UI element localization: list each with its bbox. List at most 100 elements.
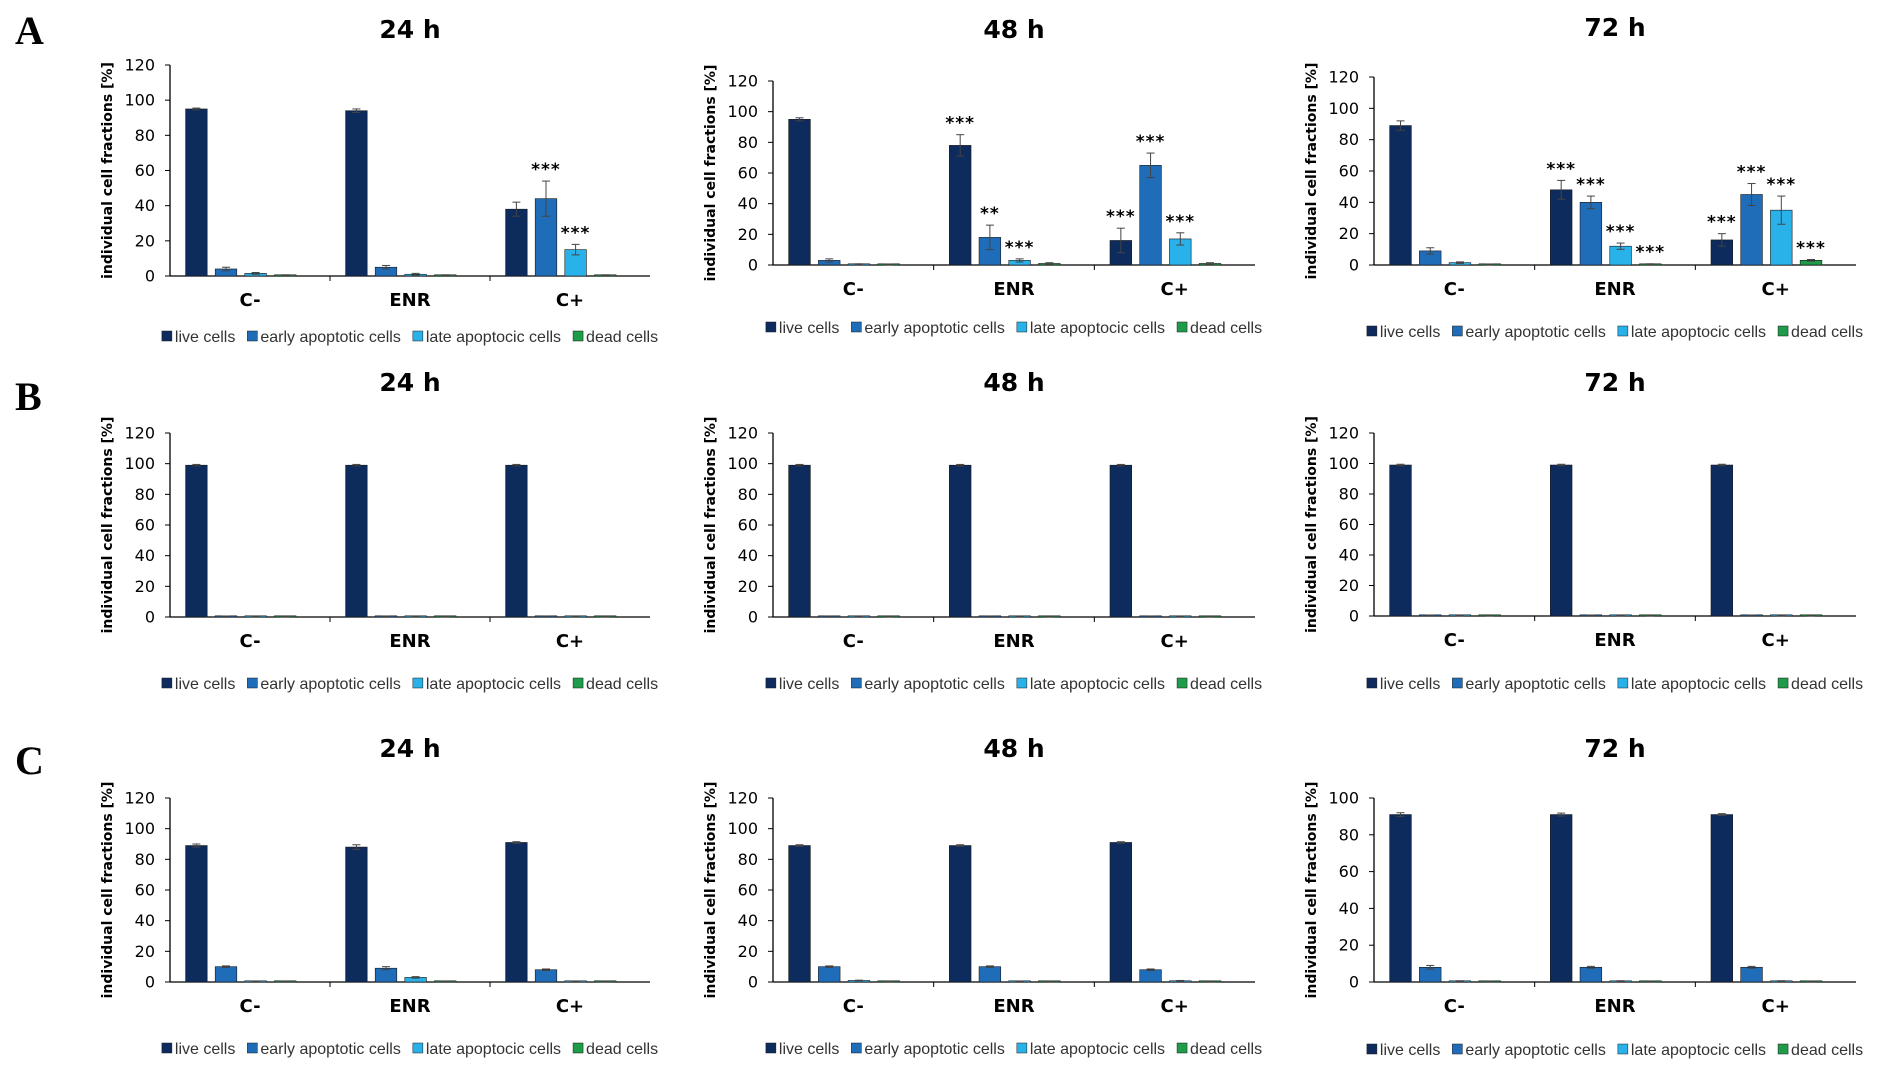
legend-swatch bbox=[412, 330, 424, 342]
y-tick-label: 0 bbox=[748, 256, 758, 275]
legend-label: early apoptotic cells bbox=[260, 1041, 401, 1058]
bar-early-apoptotic-cells bbox=[374, 967, 398, 983]
y-tick-label: 20 bbox=[738, 225, 758, 244]
legend-swatch bbox=[765, 321, 777, 333]
bar-live-cells bbox=[185, 108, 208, 277]
y-tick-label: 0 bbox=[1349, 973, 1359, 992]
y-tick-label: 40 bbox=[1339, 899, 1359, 918]
legend-label: early apoptotic cells bbox=[1465, 324, 1606, 341]
legend: live cells early apoptotic cells late apop… bbox=[765, 320, 1262, 337]
legend-label: early apoptotic cells bbox=[864, 320, 1005, 337]
x-category-label: ENR bbox=[389, 290, 430, 311]
legend-swatch bbox=[1617, 677, 1629, 689]
y-tick-label: 100 bbox=[727, 454, 758, 473]
chart-title: 24 h bbox=[379, 368, 440, 397]
bar-live-cells bbox=[505, 842, 528, 983]
y-tick-label: 60 bbox=[738, 881, 758, 900]
y-tick-label: 0 bbox=[748, 973, 758, 992]
legend-swatch bbox=[161, 330, 173, 342]
legend-label: dead cells bbox=[1791, 1042, 1863, 1059]
y-tick-label: 100 bbox=[1328, 789, 1359, 808]
legend-label: late apoptocic cells bbox=[1631, 324, 1766, 341]
legend-swatch bbox=[1617, 1043, 1629, 1055]
legend-label: late apoptocic cells bbox=[426, 676, 561, 693]
bar-live-cells bbox=[1550, 189, 1573, 266]
y-tick-label: 120 bbox=[727, 424, 758, 443]
bar-live-cells bbox=[949, 845, 972, 983]
y-axis-title: individual cell fractions [%] bbox=[1304, 782, 1320, 999]
y-tick-label: 20 bbox=[135, 942, 155, 961]
panel-letter-a: A bbox=[15, 8, 44, 53]
legend-swatch bbox=[161, 1042, 173, 1054]
legend-label: late apoptocic cells bbox=[1631, 1042, 1766, 1059]
legend-swatch bbox=[1777, 325, 1789, 337]
legend-label: late apoptocic cells bbox=[1030, 676, 1165, 693]
bar-early-apoptotic-cells bbox=[214, 966, 238, 983]
x-category-label: C+ bbox=[556, 631, 584, 652]
y-tick-label: 80 bbox=[1339, 825, 1359, 844]
bar-live-cells bbox=[185, 845, 208, 983]
y-tick-label: 0 bbox=[145, 608, 155, 627]
legend-swatch bbox=[1452, 325, 1463, 337]
significance-marker: *** bbox=[1707, 213, 1737, 233]
charts-grid: 24 h 0 20 40 60 80 100 120 individual cell fract… bbox=[100, 13, 1863, 1059]
bar-early-apoptotic-cells bbox=[1139, 165, 1162, 266]
y-tick-label: 100 bbox=[1328, 454, 1359, 473]
chart-b-48h: 48 h 0 20 40 60 80 100 120 individual cell fract… bbox=[703, 368, 1262, 693]
legend-label: early apoptotic cells bbox=[1465, 676, 1606, 693]
legend-swatch bbox=[572, 677, 584, 689]
bar-live-cells bbox=[1710, 464, 1733, 617]
y-tick-label: 80 bbox=[1339, 130, 1359, 149]
x-category-label: ENR bbox=[993, 996, 1034, 1017]
y-tick-label: 40 bbox=[738, 911, 758, 930]
bar-early-apoptotic-cells bbox=[1740, 966, 1763, 983]
significance-marker: *** bbox=[1576, 175, 1606, 195]
significance-marker: *** bbox=[1136, 132, 1166, 152]
bar-live-cells bbox=[345, 464, 368, 618]
significance-marker: *** bbox=[1106, 207, 1136, 227]
legend-label: dead cells bbox=[1190, 1041, 1262, 1058]
y-tick-label: 0 bbox=[1349, 607, 1359, 626]
chart-b-24h: 24 h 0 20 40 60 80 100 120 individual cell fract… bbox=[100, 368, 658, 693]
chart-title: 48 h bbox=[983, 368, 1044, 397]
legend-label: late apoptocic cells bbox=[1030, 1041, 1165, 1058]
y-tick-label: 40 bbox=[135, 196, 155, 215]
y-tick-label: 100 bbox=[124, 819, 155, 838]
bar-live-cells bbox=[345, 846, 368, 983]
legend-swatch bbox=[1176, 321, 1188, 333]
legend: live cells early apoptotic cells late apop… bbox=[1366, 1042, 1863, 1059]
legend-label: live cells bbox=[779, 676, 839, 693]
legend-label: dead cells bbox=[1791, 324, 1863, 341]
y-axis-title: individual cell fractions [%] bbox=[1304, 416, 1320, 633]
y-tick-label: 60 bbox=[1339, 515, 1359, 534]
legend-swatch bbox=[572, 330, 584, 342]
x-category-label: ENR bbox=[1594, 996, 1635, 1017]
x-category-label: C- bbox=[1444, 279, 1465, 300]
x-category-label: ENR bbox=[1594, 279, 1635, 300]
bar-early-apoptotic-cells bbox=[1579, 966, 1603, 983]
y-tick-label: 40 bbox=[738, 194, 758, 213]
significance-marker: *** bbox=[1737, 163, 1767, 183]
y-tick-label: 0 bbox=[748, 608, 758, 627]
legend-swatch bbox=[247, 1042, 258, 1054]
x-category-label: C+ bbox=[556, 996, 584, 1017]
legend-swatch bbox=[572, 1042, 584, 1054]
x-category-label: ENR bbox=[389, 631, 430, 652]
y-tick-label: 120 bbox=[1328, 424, 1359, 443]
legend-label: early apoptotic cells bbox=[1465, 1042, 1606, 1059]
significance-marker: *** bbox=[945, 114, 975, 134]
significance-marker: *** bbox=[1606, 222, 1636, 242]
chart-b-72h: 72 h 0 20 40 60 80 100 120 individual cell fract… bbox=[1304, 368, 1863, 693]
y-tick-label: 40 bbox=[1339, 546, 1359, 565]
y-tick-label: 100 bbox=[124, 91, 155, 110]
legend-swatch bbox=[1452, 1043, 1463, 1055]
panel-letter-b: B bbox=[15, 374, 42, 419]
y-tick-label: 120 bbox=[1328, 68, 1359, 87]
x-category-label: C- bbox=[239, 631, 260, 652]
legend-label: live cells bbox=[1380, 1042, 1440, 1059]
legend: live cells early apoptotic cells late apop… bbox=[161, 676, 658, 693]
legend-label: dead cells bbox=[586, 676, 658, 693]
x-category-label: C- bbox=[239, 290, 260, 311]
bar-live-cells bbox=[505, 208, 528, 277]
y-tick-label: 60 bbox=[135, 516, 155, 535]
